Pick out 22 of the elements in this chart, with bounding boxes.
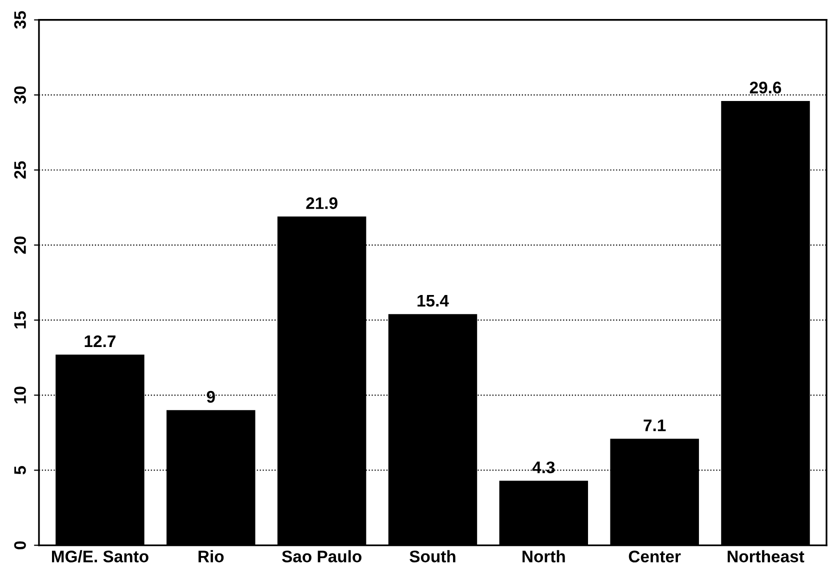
- x-tick-label: North: [522, 550, 565, 562]
- data-label: 29.6: [750, 82, 782, 94]
- y-tick-label: 0: [14, 541, 26, 550]
- data-label: 4.3: [532, 461, 555, 474]
- y-tick-label: 20: [14, 236, 26, 254]
- y-tick-label: 10: [14, 386, 26, 404]
- y-tick-label: 5: [14, 466, 26, 474]
- data-label: 9: [206, 390, 215, 403]
- x-tick-label: MG/E. Santo: [52, 550, 148, 563]
- x-tick-label: South: [410, 550, 456, 562]
- x-tick-label: Sao Paulo: [282, 550, 362, 562]
- y-tick-label: 35: [14, 11, 26, 29]
- y-tick-label: 30: [14, 86, 26, 104]
- data-label: 12.7: [84, 335, 116, 348]
- data-label: 21.9: [306, 197, 338, 210]
- y-tick-label: 25: [14, 161, 26, 179]
- data-label: 15.4: [418, 295, 449, 307]
- x-tick-label: Northeast: [728, 550, 804, 562]
- x-tick-label: Center: [628, 550, 681, 562]
- data-label: 7.1: [644, 420, 666, 432]
- y-tick-label: 15: [14, 311, 26, 328]
- x-tick-label: Rio: [198, 550, 224, 562]
